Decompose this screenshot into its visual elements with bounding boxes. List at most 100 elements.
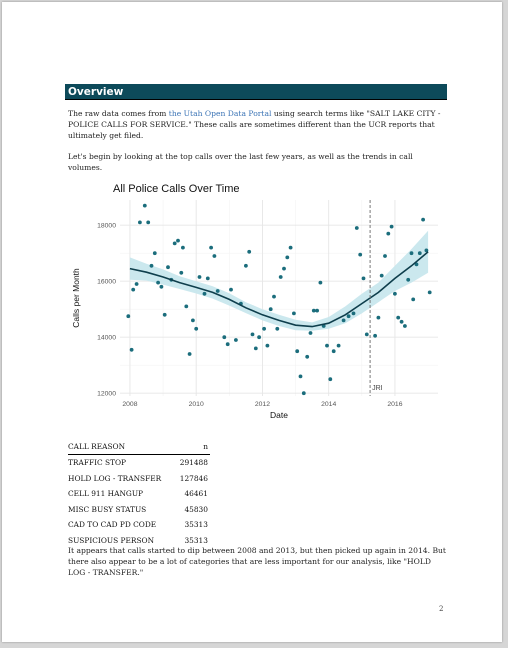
data-point bbox=[166, 265, 170, 270]
count-cell: 45830 bbox=[184, 504, 208, 514]
confidence-band bbox=[129, 230, 429, 331]
data-point bbox=[262, 326, 266, 331]
data-point bbox=[399, 319, 404, 324]
header-call-reason: CALL REASON bbox=[68, 440, 164, 455]
call-reason-cell: SUSPICIOUS PERSON bbox=[68, 535, 155, 545]
x-tick-labels: 2008 2010 2012 2014 2016 bbox=[122, 401, 402, 408]
data-point bbox=[414, 262, 419, 267]
jri-label: JRI bbox=[372, 385, 383, 392]
data-point bbox=[341, 318, 346, 323]
call-reason-cell: CAD TO CAD PD CODE bbox=[68, 520, 157, 530]
y-tick-label: 18000 bbox=[97, 223, 116, 230]
data-point bbox=[406, 277, 411, 282]
data-point bbox=[424, 248, 429, 253]
data-point bbox=[292, 311, 296, 316]
data-point bbox=[305, 354, 310, 359]
data-point bbox=[250, 332, 255, 337]
data-point bbox=[301, 391, 306, 396]
data-point bbox=[311, 308, 316, 313]
data-point bbox=[229, 287, 233, 292]
data-point bbox=[393, 291, 397, 296]
call-reason-cell: TRAFFIC STOP bbox=[68, 458, 127, 468]
y-tick-label: 14000 bbox=[97, 335, 116, 342]
data-point bbox=[247, 249, 252, 254]
table-row: CAD TO CAD PD CODE 35313 bbox=[68, 517, 210, 533]
data-point bbox=[373, 333, 377, 338]
intro-text-after: using search terms like "SALT LAKE CITY … bbox=[68, 109, 441, 140]
data-point bbox=[315, 308, 319, 313]
data-point bbox=[351, 311, 356, 316]
data-point bbox=[181, 245, 185, 250]
data-point bbox=[354, 226, 359, 230]
x-axis-label: Date bbox=[270, 410, 288, 420]
count-cell: 35313 bbox=[184, 535, 208, 545]
data-points bbox=[126, 203, 432, 396]
y-tick-label: 12000 bbox=[97, 391, 116, 398]
data-point bbox=[244, 263, 248, 268]
table-row: HOLD LOG - TRANSFER 127846 bbox=[68, 471, 210, 487]
count-cell: 291488 bbox=[179, 458, 208, 468]
data-point bbox=[212, 254, 217, 258]
data-point bbox=[282, 266, 286, 271]
data-point bbox=[215, 289, 220, 293]
data-point bbox=[417, 251, 422, 256]
data-point bbox=[288, 245, 293, 250]
data-point bbox=[172, 241, 177, 246]
data-point bbox=[253, 346, 258, 351]
data-point bbox=[138, 220, 142, 225]
data-point bbox=[126, 314, 131, 319]
data-point bbox=[156, 280, 160, 285]
data-point bbox=[421, 217, 425, 222]
data-point bbox=[209, 245, 214, 250]
data-point bbox=[409, 251, 414, 256]
x-tick-label: 2016 bbox=[387, 401, 402, 408]
document-page: Overview The raw data comes from the Uta… bbox=[2, 2, 502, 642]
data-point bbox=[376, 315, 381, 320]
data-point bbox=[331, 349, 336, 354]
intro-text-before: The raw data comes from bbox=[68, 109, 169, 118]
data-point bbox=[278, 275, 283, 279]
lead-paragraph: Let's begin by looking at the top calls … bbox=[68, 152, 413, 172]
data-point bbox=[179, 270, 184, 275]
data-portal-link[interactable]: the Utah Open Data Portal bbox=[168, 109, 272, 118]
count-cell: 46461 bbox=[184, 489, 208, 499]
data-point bbox=[379, 273, 384, 278]
data-point bbox=[187, 352, 192, 356]
data-point bbox=[131, 287, 136, 292]
data-point bbox=[383, 254, 387, 258]
y-tick-label: 16000 bbox=[97, 279, 116, 286]
data-point bbox=[129, 347, 134, 352]
data-point bbox=[346, 314, 351, 319]
data-point bbox=[328, 377, 333, 382]
data-point bbox=[295, 349, 300, 354]
data-point bbox=[222, 335, 227, 340]
data-point bbox=[134, 282, 139, 286]
data-point bbox=[364, 332, 369, 337]
x-tick-label: 2012 bbox=[255, 401, 270, 408]
calls-over-time-chart: All Police Calls Over Time JRI 12000 1400… bbox=[71, 183, 438, 420]
data-point bbox=[308, 331, 313, 335]
data-point bbox=[184, 304, 189, 309]
x-tick-label: 2014 bbox=[321, 401, 336, 408]
data-point bbox=[427, 290, 432, 295]
header-n: n bbox=[163, 440, 210, 455]
count-cell: 127846 bbox=[179, 473, 208, 483]
data-point bbox=[336, 343, 341, 348]
data-point bbox=[225, 342, 230, 347]
x-tick-label: 2008 bbox=[122, 401, 137, 408]
table-row: SUSPICIOUS PERSON 35313 bbox=[68, 533, 210, 549]
data-point bbox=[146, 220, 151, 225]
data-point bbox=[202, 291, 207, 296]
call-reason-cell: CELL 911 HANGUP bbox=[68, 489, 144, 499]
data-point bbox=[325, 343, 329, 348]
data-point bbox=[411, 297, 416, 302]
x-tick-label: 2010 bbox=[189, 401, 204, 408]
data-point bbox=[162, 312, 167, 317]
data-point bbox=[318, 280, 323, 285]
data-point bbox=[234, 338, 238, 342]
y-axis-label: Calls per Month bbox=[71, 268, 81, 328]
data-point bbox=[396, 315, 401, 320]
data-point bbox=[403, 324, 407, 328]
data-point bbox=[386, 231, 391, 236]
data-point bbox=[268, 307, 273, 312]
